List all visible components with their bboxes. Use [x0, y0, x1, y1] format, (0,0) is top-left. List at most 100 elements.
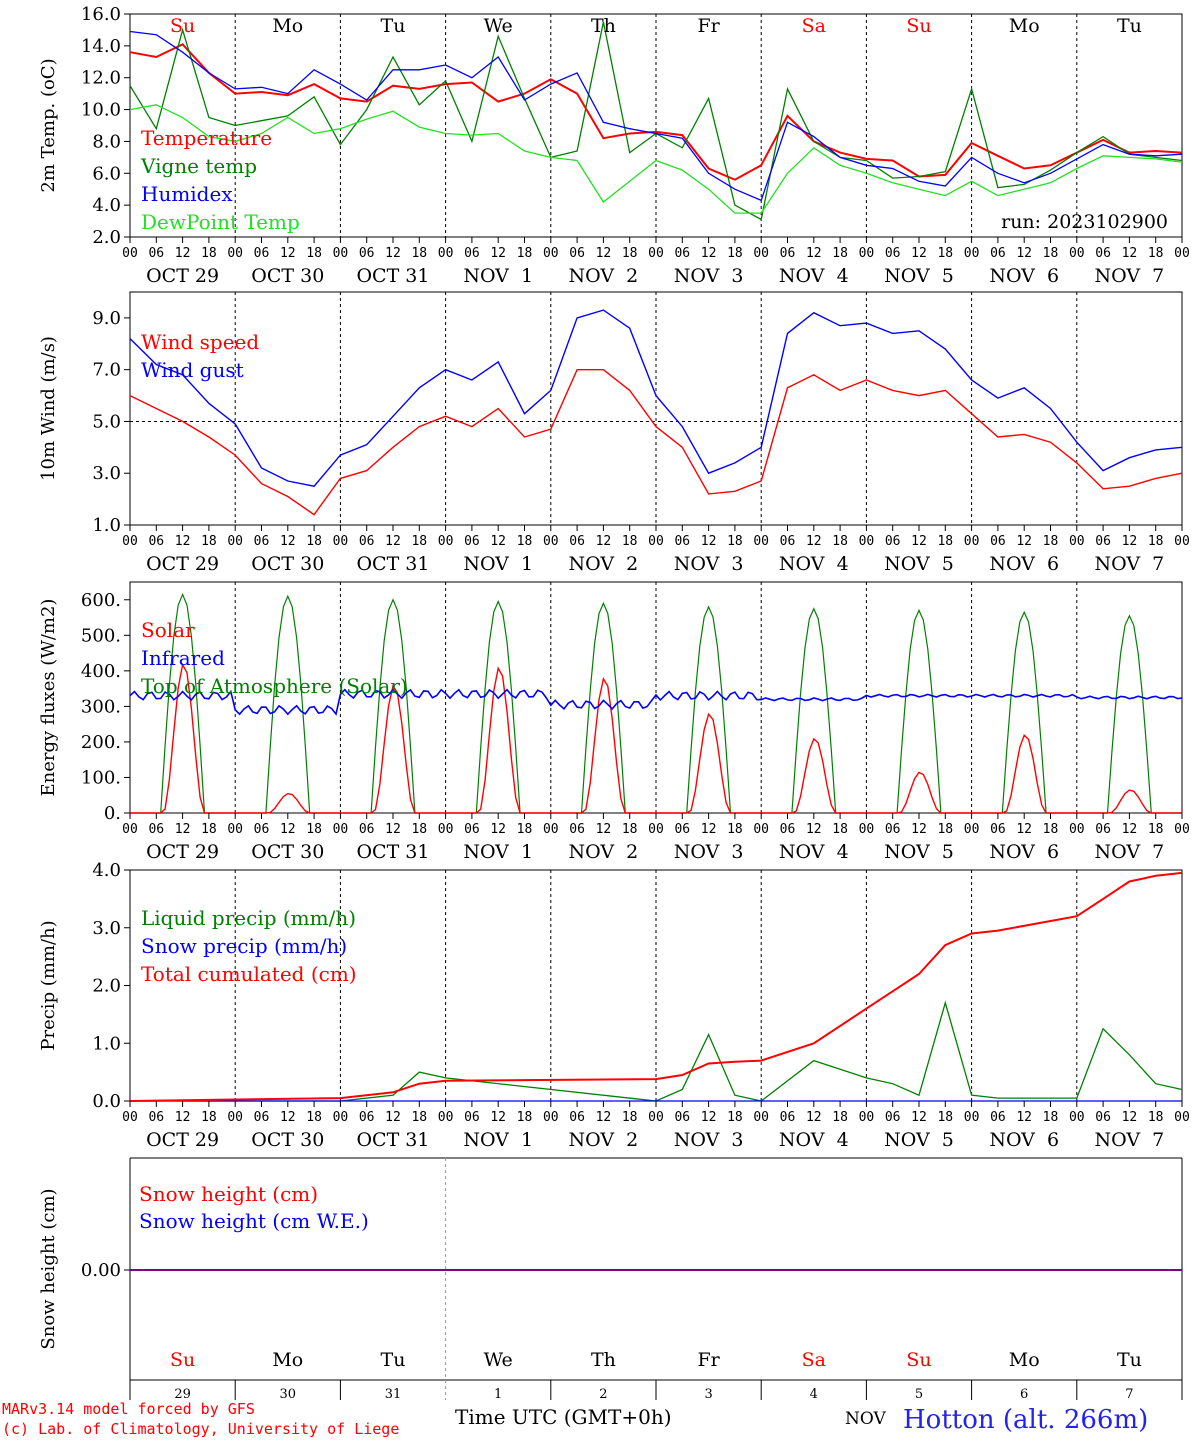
hour-tick-label: 06 — [1095, 246, 1111, 261]
y-tick-label: 12.0 — [81, 68, 121, 89]
hour-tick-label: 00 — [753, 246, 769, 261]
hour-tick-label: 06 — [148, 1110, 164, 1125]
hour-tick-label: 12 — [1016, 822, 1032, 837]
hour-tick-label: 00 — [1174, 1110, 1190, 1125]
hour-tick-label: 12 — [806, 822, 822, 837]
y-tick-label: 2.0 — [92, 976, 121, 997]
hour-tick-label: 12 — [385, 246, 401, 261]
hour-tick-label: 00 — [859, 822, 875, 837]
series-line-liquid-precip-mm-h- — [130, 1000, 1183, 1102]
hour-tick-label: 12 — [1016, 534, 1032, 549]
hour-tick-label: 06 — [148, 822, 164, 837]
hour-tick-label: 12 — [175, 1110, 191, 1125]
weekday-label: Su — [906, 15, 931, 37]
date-label: OCT 31 — [356, 1129, 429, 1151]
panel-5: 0.00 Snow height (cm) Snow height (cm) Snow… — [38, 1157, 1183, 1402]
hour-tick-label: 12 — [701, 246, 717, 261]
series-line-temperature — [129, 43, 1183, 181]
panels-layer: 2.04.06.08.010.012.014.016.02m Temp. (oC… — [38, 4, 1190, 1402]
hour-tick-label: 06 — [674, 822, 690, 837]
credit-line-2: (c) Lab. of Climatology, University of L… — [2, 1420, 399, 1438]
month-label: NOV — [845, 1409, 887, 1429]
date-label: OCT 31 — [356, 265, 429, 287]
date-label: NOV 4 — [779, 553, 849, 575]
date-label: NOV 5 — [884, 1129, 954, 1151]
hour-tick-label: 00 — [964, 246, 980, 261]
hour-tick-label: 00 — [1174, 534, 1190, 549]
hour-tick-label: 06 — [780, 534, 796, 549]
hour-tick-label: 06 — [569, 534, 585, 549]
hour-tick-label: 06 — [1095, 534, 1111, 549]
series-line-infrared — [129, 688, 1183, 716]
y-tick-label: 6.0 — [92, 163, 121, 184]
hour-tick-label: 12 — [701, 534, 717, 549]
hour-tick-label: 00 — [753, 1110, 769, 1125]
date-label: NOV 7 — [1095, 265, 1165, 287]
hour-tick-label: 18 — [832, 822, 848, 837]
hour-tick-label: 12 — [280, 246, 296, 261]
date-label: NOV 1 — [463, 841, 533, 863]
date-label: NOV 3 — [674, 553, 744, 575]
hour-tick-label: 06 — [780, 822, 796, 837]
hour-tick-label: 06 — [569, 822, 585, 837]
hour-tick-label: 06 — [254, 534, 270, 549]
weekday-label: Th — [591, 1349, 616, 1371]
credit-line-1: MARv3.14 model forced by GFS — [2, 1400, 255, 1418]
hour-tick-label: 12 — [175, 822, 191, 837]
date-label: NOV 7 — [1095, 841, 1165, 863]
hour-tick-label: 18 — [937, 534, 953, 549]
hour-tick-label: 12 — [911, 246, 927, 261]
hour-tick-label: 18 — [306, 822, 322, 837]
station-label: Hotton (alt. 266m) — [903, 1405, 1148, 1435]
hour-tick-label: 18 — [937, 1110, 953, 1125]
hour-tick-label: 18 — [411, 1110, 427, 1125]
hour-tick-label: 12 — [175, 534, 191, 549]
hour-tick-label: 18 — [201, 822, 217, 837]
y-tick-label: 300. — [81, 696, 121, 717]
date-label: OCT 29 — [146, 265, 219, 287]
hour-tick-label: 12 — [385, 1110, 401, 1125]
hour-tick-label: 00 — [753, 822, 769, 837]
date-label: NOV 4 — [779, 841, 849, 863]
hour-tick-label: 00 — [227, 246, 243, 261]
date-label: NOV 1 — [463, 1129, 533, 1151]
hour-tick-label: 18 — [306, 534, 322, 549]
date-label: NOV 5 — [884, 553, 954, 575]
y-tick-label: 16.0 — [81, 4, 121, 25]
hour-tick-label: 00 — [543, 1110, 559, 1125]
hour-tick-label: 00 — [964, 1110, 980, 1125]
day-number-label: 4 — [810, 1387, 818, 1402]
hour-tick-label: 12 — [911, 1110, 927, 1125]
day-number-label: 2 — [599, 1387, 607, 1402]
hour-tick-label: 00 — [1174, 246, 1190, 261]
hour-tick-label: 00 — [543, 822, 559, 837]
series-line-dewpoint-temp — [129, 104, 1183, 214]
hour-tick-label: 06 — [464, 246, 480, 261]
date-label: OCT 30 — [251, 841, 324, 863]
legend-entry: Solar — [141, 618, 195, 642]
hour-tick-label: 06 — [990, 1110, 1006, 1125]
panel-2: 1.0 3.0 5.0 7.0 9.0 10m Wind (m/s) Wind speed W… — [38, 291, 1190, 575]
legend-entry: Snow height (cm) — [139, 1182, 318, 1206]
hour-tick-label: 00 — [1069, 822, 1085, 837]
hour-tick-label: 00 — [122, 246, 138, 261]
hour-tick-label: 12 — [806, 246, 822, 261]
hour-tick-label: 18 — [1043, 1110, 1059, 1125]
hour-tick-label: 00 — [1174, 822, 1190, 837]
hour-tick-label: 18 — [622, 534, 638, 549]
hour-tick-label: 00 — [438, 822, 454, 837]
hour-tick-label: 18 — [727, 534, 743, 549]
hour-tick-label: 12 — [1122, 822, 1138, 837]
series-line-wind-gust — [129, 309, 1183, 487]
date-label: NOV 4 — [779, 1129, 849, 1151]
hour-tick-label: 06 — [569, 246, 585, 261]
weekday-label: Su — [170, 1349, 195, 1371]
hour-tick-label: 00 — [438, 1110, 454, 1125]
hour-tick-label: 18 — [517, 822, 533, 837]
y-tick-label: 400. — [81, 661, 121, 682]
hour-tick-label: 06 — [1095, 822, 1111, 837]
hour-tick-label: 12 — [490, 246, 506, 261]
date-label: NOV 5 — [884, 841, 954, 863]
legend-entry: Vigne temp — [140, 154, 257, 178]
footer: MARv3.14 model forced by GFS (c) Lab. of… — [2, 1400, 1148, 1438]
